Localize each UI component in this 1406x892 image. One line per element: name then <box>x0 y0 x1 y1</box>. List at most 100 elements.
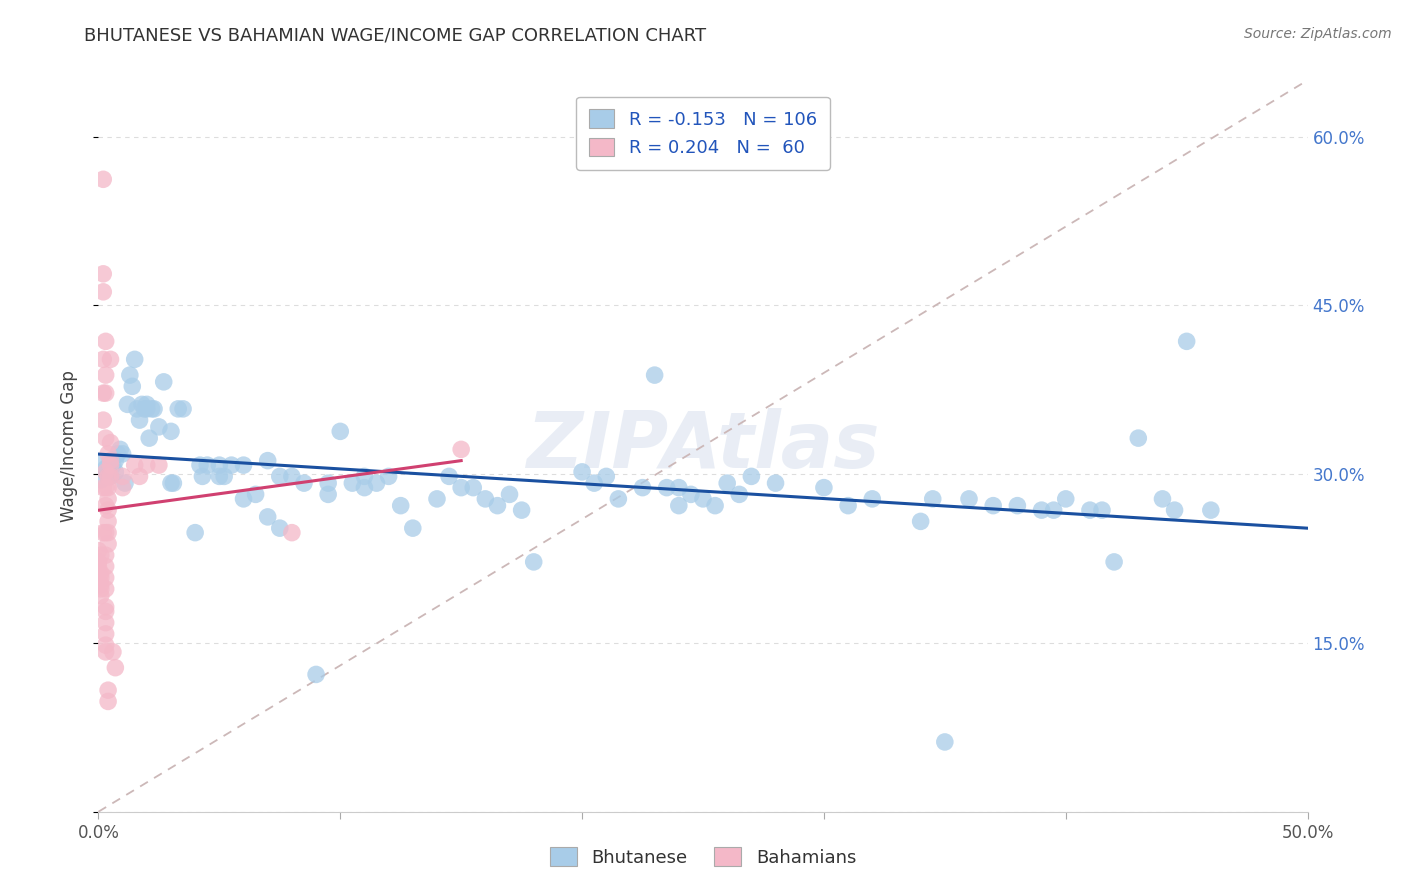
Point <box>91 481 114 495</box>
Point <box>135 397 157 411</box>
Point <box>269 469 291 483</box>
Point <box>94 638 117 652</box>
Point <box>127 401 149 416</box>
Point <box>981 499 1004 513</box>
Point <box>281 469 304 483</box>
Point <box>957 491 980 506</box>
Point <box>668 499 690 513</box>
Point <box>97 469 120 483</box>
Point <box>679 487 702 501</box>
Point <box>91 352 114 367</box>
Point <box>97 515 120 529</box>
Point <box>571 465 593 479</box>
Point <box>498 487 520 501</box>
Point <box>90 571 112 585</box>
Point <box>94 582 117 596</box>
Point <box>91 267 114 281</box>
Point <box>128 413 150 427</box>
Point <box>94 499 117 513</box>
Point <box>94 481 117 495</box>
Point <box>121 379 143 393</box>
Point <box>631 481 654 495</box>
Point <box>450 481 472 495</box>
Point <box>208 469 231 483</box>
Point <box>837 499 859 513</box>
Point <box>353 481 375 495</box>
Point <box>813 481 835 495</box>
Point <box>100 453 122 467</box>
Point <box>644 368 666 383</box>
Point <box>104 661 127 675</box>
Point <box>101 458 124 472</box>
Point <box>463 481 485 495</box>
Point <box>1031 503 1053 517</box>
Point <box>523 555 546 569</box>
Point <box>269 521 291 535</box>
Point <box>256 509 278 524</box>
Point <box>668 481 690 495</box>
Point <box>87 559 110 574</box>
Text: Source: ZipAtlas.com: Source: ZipAtlas.com <box>1244 27 1392 41</box>
Point <box>510 503 533 517</box>
Point <box>94 431 117 445</box>
Point <box>91 456 114 470</box>
Point <box>94 548 117 562</box>
Point <box>232 491 254 506</box>
Point <box>292 476 315 491</box>
Point <box>191 469 214 483</box>
Point <box>437 469 460 483</box>
Text: ZIPAtlas: ZIPAtlas <box>526 408 880 484</box>
Point <box>172 401 194 416</box>
Point <box>595 469 617 483</box>
Point <box>91 285 114 299</box>
Point <box>655 481 678 495</box>
Point <box>94 368 117 383</box>
Point <box>94 334 117 349</box>
Point <box>184 525 207 540</box>
Point <box>94 627 117 641</box>
Text: BHUTANESE VS BAHAMIAN WAGE/INCOME GAP CORRELATION CHART: BHUTANESE VS BAHAMIAN WAGE/INCOME GAP CO… <box>84 27 706 45</box>
Point <box>107 447 129 461</box>
Point <box>90 566 112 581</box>
Point <box>135 458 157 472</box>
Point <box>134 401 156 416</box>
Point <box>188 458 211 472</box>
Point <box>910 515 932 529</box>
Point <box>162 476 184 491</box>
Point <box>366 476 388 491</box>
Point <box>97 491 120 506</box>
Point <box>94 604 117 618</box>
Point <box>100 352 122 367</box>
Point <box>740 469 762 483</box>
Point <box>765 476 787 491</box>
Point <box>1128 431 1150 445</box>
Point <box>160 425 183 439</box>
Point <box>1152 491 1174 506</box>
Point <box>607 491 630 506</box>
Point <box>111 481 134 495</box>
Point <box>1054 491 1077 506</box>
Point <box>111 469 134 483</box>
Legend: Bhutanese, Bahamians: Bhutanese, Bahamians <box>543 840 863 874</box>
Point <box>329 425 352 439</box>
Point <box>87 543 110 558</box>
Point <box>97 683 120 698</box>
Point <box>1007 499 1029 513</box>
Point <box>128 469 150 483</box>
Point <box>1175 334 1198 349</box>
Point <box>305 667 328 681</box>
Point <box>117 397 139 411</box>
Point <box>692 491 714 506</box>
Point <box>934 735 956 749</box>
Point <box>100 469 122 483</box>
Point <box>91 172 114 186</box>
Point <box>486 499 509 513</box>
Point <box>90 589 112 603</box>
Point <box>91 525 114 540</box>
Point <box>90 548 112 562</box>
Point <box>245 487 267 501</box>
Point <box>389 499 412 513</box>
Point <box>256 453 278 467</box>
Point <box>97 481 120 495</box>
Point <box>94 461 117 475</box>
